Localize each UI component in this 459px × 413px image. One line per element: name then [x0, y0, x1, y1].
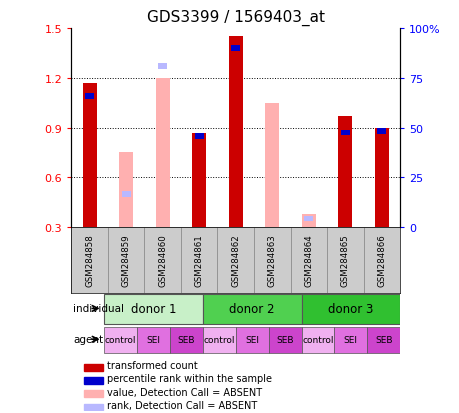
Bar — [180, 228, 217, 293]
Bar — [228, 37, 242, 228]
Bar — [301, 214, 315, 228]
Text: individual: individual — [73, 304, 123, 313]
Text: donor 2: donor 2 — [229, 302, 274, 315]
Bar — [301, 327, 334, 353]
Bar — [231, 46, 240, 52]
Text: agent: agent — [73, 335, 103, 344]
Text: GSM284858: GSM284858 — [85, 234, 94, 287]
Text: donor 1: donor 1 — [130, 302, 176, 315]
Bar — [84, 377, 102, 384]
Bar — [104, 327, 137, 353]
Bar — [192, 133, 206, 228]
Text: donor 3: donor 3 — [327, 302, 373, 315]
Bar — [235, 327, 268, 353]
Text: GSM284865: GSM284865 — [340, 234, 349, 287]
Bar — [121, 192, 130, 197]
Bar — [326, 228, 363, 293]
Bar — [137, 327, 170, 353]
Bar — [104, 294, 202, 324]
Bar — [119, 153, 133, 228]
Text: SEB: SEB — [374, 335, 392, 344]
Text: GSM284859: GSM284859 — [121, 234, 130, 287]
Bar — [374, 128, 388, 228]
Bar — [84, 390, 102, 397]
Bar — [304, 217, 313, 222]
Bar — [265, 103, 279, 228]
Text: GSM284866: GSM284866 — [376, 234, 386, 287]
Bar — [338, 116, 352, 228]
Text: GSM284863: GSM284863 — [267, 234, 276, 287]
Bar — [71, 228, 107, 293]
Bar — [290, 228, 326, 293]
Text: GSM284861: GSM284861 — [194, 234, 203, 287]
Bar — [202, 327, 235, 353]
Title: GDS3399 / 1569403_at: GDS3399 / 1569403_at — [146, 10, 324, 26]
Bar — [144, 228, 180, 293]
Bar — [84, 404, 102, 411]
Text: control: control — [203, 335, 235, 344]
Text: GSM284860: GSM284860 — [158, 234, 167, 287]
Bar — [334, 327, 367, 353]
Bar — [85, 94, 94, 100]
Text: GSM284862: GSM284862 — [231, 234, 240, 287]
Bar — [170, 327, 202, 353]
Text: control: control — [105, 335, 136, 344]
Bar — [367, 327, 399, 353]
Text: percentile rank within the sample: percentile rank within the sample — [107, 374, 272, 384]
Bar — [107, 228, 144, 293]
Text: control: control — [302, 335, 333, 344]
Bar — [217, 228, 253, 293]
Text: value, Detection Call = ABSENT: value, Detection Call = ABSENT — [107, 387, 262, 396]
Bar — [158, 64, 167, 70]
Text: SEI: SEI — [146, 335, 160, 344]
Bar — [268, 327, 301, 353]
Bar — [84, 364, 102, 370]
Bar — [194, 134, 203, 139]
Text: SEI: SEI — [343, 335, 357, 344]
Text: SEI: SEI — [245, 335, 258, 344]
Text: rank, Detection Call = ABSENT: rank, Detection Call = ABSENT — [107, 400, 257, 410]
Text: SEB: SEB — [177, 335, 195, 344]
Bar — [202, 294, 301, 324]
Text: GSM284864: GSM284864 — [304, 234, 313, 287]
Bar — [363, 228, 399, 293]
Bar — [340, 131, 349, 136]
Bar — [83, 83, 96, 228]
Bar — [156, 78, 169, 228]
Bar — [253, 228, 290, 293]
Text: SEB: SEB — [276, 335, 293, 344]
Text: transformed count: transformed count — [107, 361, 198, 370]
Bar — [301, 294, 399, 324]
Bar — [376, 129, 386, 134]
